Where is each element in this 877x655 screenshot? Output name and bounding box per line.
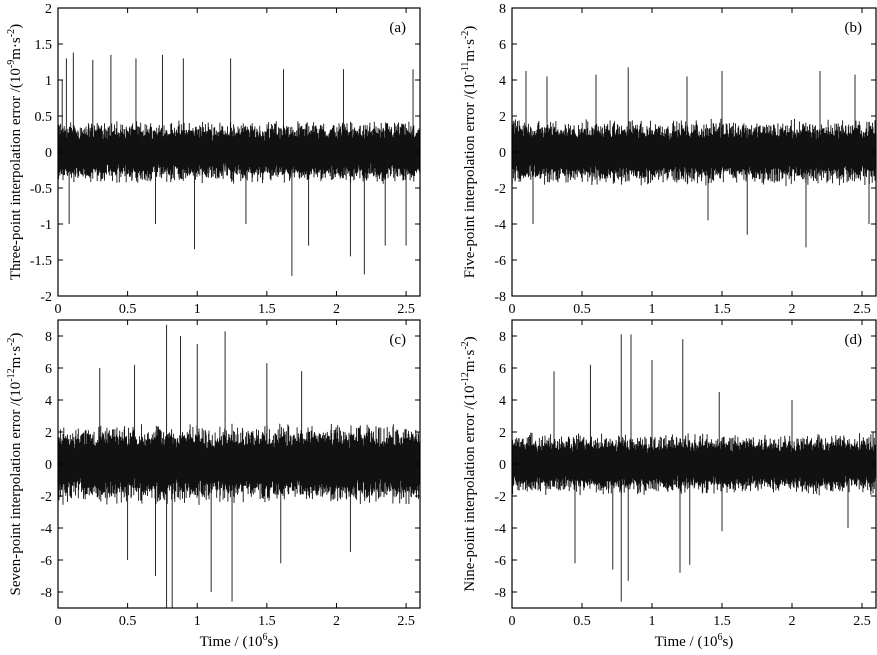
y-tick-label: 2 (45, 426, 52, 441)
y-tick-label: 4 (499, 74, 506, 89)
y-tick-label: 0 (45, 146, 52, 161)
y-tick-label: 2 (499, 110, 506, 125)
y-tick-label: -6 (40, 554, 52, 569)
y-tick-label: 0 (45, 458, 52, 473)
y-tick-label: 0 (499, 146, 506, 161)
panel-label: (b) (845, 20, 863, 36)
y-tick-label: -1 (40, 218, 52, 233)
signal-noise (511, 118, 877, 187)
x-tick-label: 0 (55, 614, 62, 629)
x-tick-label: 0.5 (119, 302, 137, 317)
y-tick-label: -6 (494, 554, 506, 569)
y-tick-label: -4 (494, 522, 506, 537)
x-tick-label: 2.5 (853, 614, 871, 629)
x-tick-label: 2.5 (853, 302, 871, 317)
panel-label: (c) (389, 332, 406, 348)
y-tick-label: -1.5 (30, 254, 52, 269)
panel-b: 0 0.5 1 1.5 2 2.5 -8 -6 -4 -2 0 2 4 6 8 (b) Five-point i… (460, 2, 877, 317)
panel-c: 0 0.5 1 1.5 2 2.5 -8 -6 -4 -2 0 2 4 6 8 (c) Seven-point … (6, 319, 421, 629)
y-tick-label: 6 (499, 362, 506, 377)
y-tick-label: -0.5 (30, 182, 52, 197)
x-tick-label: 1.5 (258, 302, 276, 317)
x-tick-label: 1.5 (713, 302, 731, 317)
x-tick-label: 2 (333, 614, 340, 629)
x-tick-label: 1 (649, 302, 656, 317)
y-tick-label: 0.5 (35, 110, 53, 125)
y-tick-label: -6 (494, 254, 506, 269)
x-tick-label: 0 (55, 302, 62, 317)
y-axis-title: Seven-point interpolation error /(10-12m… (6, 333, 24, 596)
x-tick-label: 1 (194, 614, 201, 629)
y-tick-label: 4 (45, 394, 52, 409)
y-tick-label: -8 (494, 586, 506, 601)
y-tick-label: -8 (40, 586, 52, 601)
y-tick-label: -2 (40, 490, 52, 505)
y-tick-label: 1 (45, 74, 52, 89)
x-tick-label: 2 (789, 302, 796, 317)
y-tick-label: -2 (40, 290, 52, 305)
y-tick-label: 4 (499, 394, 506, 409)
signal-noise (57, 423, 421, 505)
panel-label: (a) (389, 20, 406, 36)
x-tick-label: 2 (789, 614, 796, 629)
x-tick-label: 2 (333, 302, 340, 317)
y-tick-label: 0 (499, 458, 506, 473)
y-tick-label: -8 (494, 290, 506, 305)
x-axis-title-right: Time / (106s) (655, 632, 734, 650)
x-tick-label: 0.5 (119, 614, 137, 629)
y-tick-label: -4 (494, 218, 506, 233)
x-tick-label: 2.5 (397, 614, 415, 629)
y-tick-label: -4 (40, 522, 52, 537)
y-axis-title: Three-point interpolation error /(10-9m·… (6, 24, 24, 280)
signal-noise (57, 120, 421, 184)
x-tick-label: 1 (194, 302, 201, 317)
y-tick-label: 6 (45, 362, 52, 377)
y-tick-label: 6 (499, 38, 506, 53)
x-tick-label: 0.5 (573, 614, 591, 629)
y-tick-label: 1.5 (35, 38, 53, 53)
x-tick-label: 1.5 (258, 614, 276, 629)
panel-d: 0 0.5 1 1.5 2 2.5 -8 -6 -4 -2 0 2 4 6 8 (d) Nine-point i… (460, 319, 877, 629)
signal-noise (511, 432, 877, 496)
y-tick-label: 2 (499, 426, 506, 441)
x-tick-label: 1.5 (713, 614, 731, 629)
x-axis-title-left: Time / (106s) (200, 632, 279, 650)
x-tick-label: 0 (509, 614, 516, 629)
y-tick-label: -2 (494, 490, 506, 505)
y-axis-title: Nine-point interpolation error /(10-12m·… (460, 336, 478, 591)
x-tick-label: 0 (509, 302, 516, 317)
y-tick-label: 8 (499, 2, 506, 17)
panel-label: (d) (845, 332, 863, 348)
y-tick-label: 8 (499, 330, 506, 345)
y-tick-label: 2 (45, 2, 52, 17)
panel-a: 0 0.5 1 1.5 2 2.5 -2 -1.5 -1 -0.5 0 0.5 1 1.5 2 (a) Thre… (6, 2, 421, 317)
y-tick-label: 8 (45, 330, 52, 345)
y-tick-label: -2 (494, 182, 506, 197)
y-axis-title: Five-point interpolation error /(10-11m·… (460, 26, 478, 279)
x-tick-label: 1 (649, 614, 656, 629)
x-tick-label: 0.5 (573, 302, 591, 317)
x-tick-label: 2.5 (397, 302, 415, 317)
